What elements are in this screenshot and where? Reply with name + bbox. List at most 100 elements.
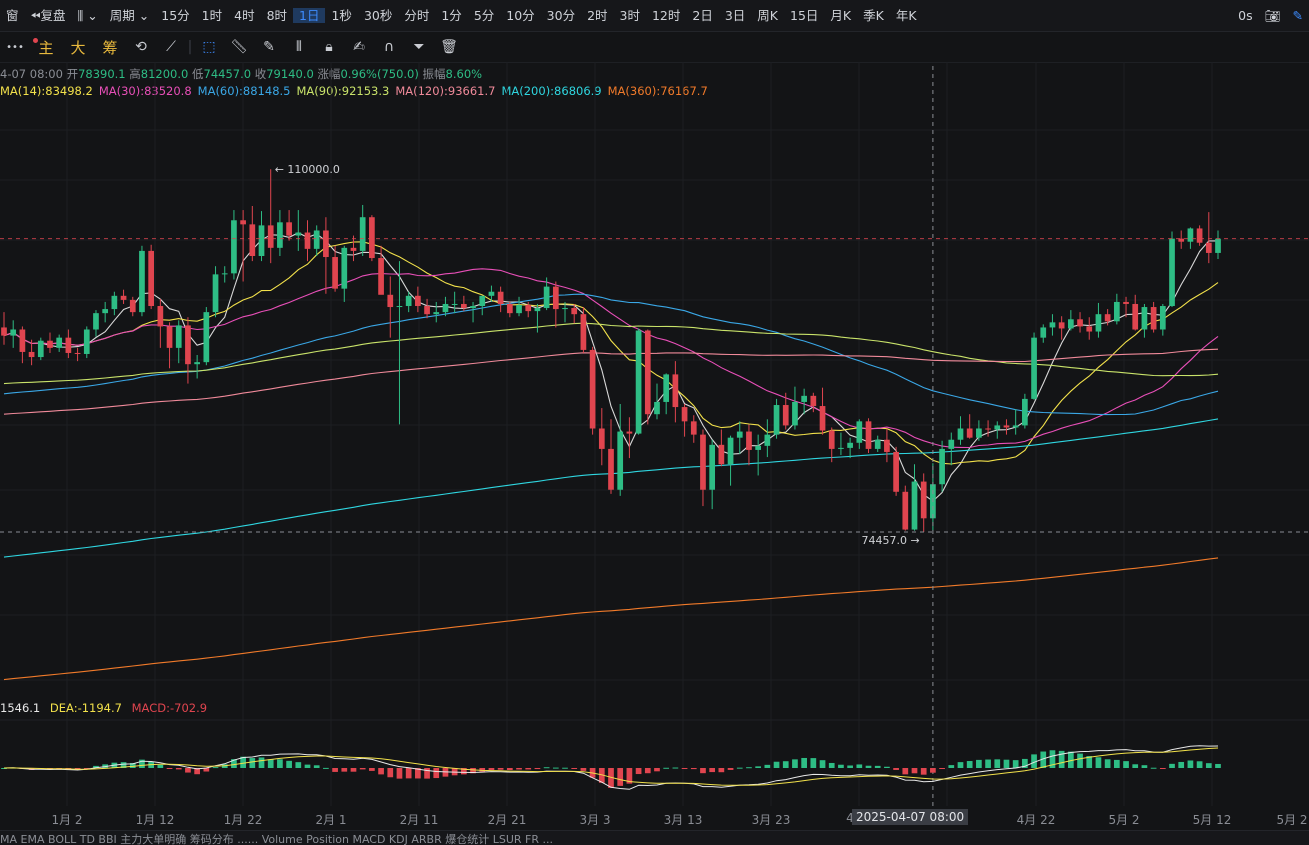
- period-15[interactable]: 2日: [692, 8, 713, 23]
- indicator-list[interactable]: MA EMA BOLL TD BBI 主力大单明确 筹码分布 ...... Vo…: [0, 833, 553, 845]
- ma-legend: MA(14):83498.2 MA(30):83520.8 MA(60):88148…: [0, 84, 1309, 100]
- macd-bar: [83, 768, 90, 769]
- ruler-off-icon[interactable]: ⟋: [166, 39, 176, 55]
- period-21[interactable]: 年K: [895, 8, 917, 23]
- period-7[interactable]: 分时: [404, 8, 430, 23]
- period-12[interactable]: 2时: [587, 8, 608, 23]
- macd-bar: [893, 768, 899, 770]
- period-3[interactable]: 8时: [266, 8, 288, 23]
- macd-bar: [286, 760, 292, 768]
- period-9[interactable]: 5分: [473, 8, 495, 23]
- macd-bar: [506, 768, 513, 771]
- candle-body: [359, 217, 366, 251]
- macd-bar: [516, 768, 522, 770]
- replay-button[interactable]: ⏪︎复盘: [25, 0, 72, 31]
- macd-bar: [654, 768, 660, 772]
- candle-body: [83, 329, 90, 354]
- sync-icon[interactable]: ⟲: [135, 39, 147, 55]
- candle-body: [966, 428, 973, 438]
- mode-large-button[interactable]: 大: [70, 38, 86, 57]
- chart-type-button[interactable]: ⫼ ⌄: [72, 0, 104, 31]
- macd-bar: [580, 768, 587, 771]
- macd-bar: [838, 764, 844, 768]
- period-2[interactable]: 4时: [234, 8, 255, 23]
- period-11[interactable]: 30分: [546, 8, 576, 23]
- macd-bar: [203, 768, 210, 772]
- macd-bar: [1022, 758, 1028, 768]
- mode-chips-button[interactable]: 筹: [102, 38, 118, 57]
- candle-body: [1141, 307, 1148, 330]
- candle-body: [571, 308, 578, 315]
- indicator-icon[interactable]: ⫴: [296, 39, 302, 55]
- macd-bar: [1123, 761, 1129, 768]
- period-8[interactable]: 1分: [441, 8, 462, 23]
- macd-dea: DEA:-1194.7: [49, 701, 122, 715]
- candle-body: [295, 232, 302, 236]
- period-20[interactable]: 季K: [863, 8, 884, 23]
- pen-icon[interactable]: ✎: [263, 39, 275, 55]
- macd-bar: [497, 768, 504, 770]
- macd-bar: [976, 759, 982, 768]
- macd-bar: [635, 768, 642, 775]
- candle-body: [654, 401, 660, 415]
- mode-main-button[interactable]: 主: [38, 38, 54, 57]
- candle-body: [415, 295, 421, 307]
- magnet-icon[interactable]: ∩: [383, 39, 395, 55]
- cursor-icon[interactable]: ⬚: [202, 39, 216, 55]
- trash-icon[interactable]: 🗑︎: [440, 39, 458, 55]
- candle-body: [948, 439, 955, 449]
- ma-legend-item-2: MA(60):88148.5: [197, 84, 291, 98]
- candle-body: [801, 395, 807, 402]
- note-icon[interactable]: ✍: [353, 39, 365, 55]
- candle-body: [120, 295, 127, 300]
- macd-bar: [672, 767, 679, 769]
- candle-body: [985, 428, 991, 430]
- macd-bar: [1049, 750, 1056, 768]
- period-menu[interactable]: 周期 ⌄: [104, 0, 155, 31]
- period-5[interactable]: 1秒: [331, 8, 352, 23]
- candle-body: [139, 250, 145, 313]
- camera-icon[interactable]: 📷︎: [1264, 8, 1281, 23]
- macd-bar: [920, 768, 927, 775]
- period-17[interactable]: 周K: [757, 8, 778, 23]
- ruler-icon[interactable]: 📏︎: [230, 39, 248, 55]
- candle-body: [893, 451, 899, 492]
- candle-body: [93, 313, 99, 330]
- period-13[interactable]: 3时: [619, 8, 640, 23]
- candle-body: [902, 491, 909, 530]
- period-10[interactable]: 10分: [506, 8, 535, 23]
- drawing-shortcut-icon[interactable]: ✎: [1292, 8, 1303, 23]
- candle-body: [1159, 306, 1166, 330]
- period-4[interactable]: 1日: [293, 8, 326, 23]
- candle-body: [231, 220, 237, 274]
- period-18[interactable]: 15日: [790, 8, 819, 23]
- candle-body: [709, 444, 716, 490]
- candle-body: [884, 439, 890, 452]
- candle-body: [580, 314, 587, 350]
- period-6[interactable]: 30秒: [363, 8, 393, 23]
- topbar-right: 0s 📷︎ ✎: [1232, 0, 1309, 31]
- macd-bar: [1067, 751, 1074, 768]
- macd-bar: [1086, 756, 1093, 768]
- macd-bar: [847, 765, 853, 768]
- filter-icon[interactable]: ⏷: [413, 39, 425, 55]
- ma-legend-item-3: MA(90):92153.3: [296, 84, 390, 98]
- candle-body: [479, 295, 486, 307]
- candle-body: [470, 306, 476, 309]
- x-axis: 1月 2 1月 12 1月 22 2月 1 2月 11 2月 21 3月 3 3月 13 3月 …: [0, 808, 1309, 828]
- period-19[interactable]: 月K: [830, 8, 852, 23]
- macd-bar: [681, 768, 688, 769]
- candle-body: [350, 247, 357, 251]
- candle-body: [313, 230, 320, 249]
- more-button[interactable]: •••: [6, 41, 24, 53]
- lock-icon[interactable]: 🔒︎: [325, 39, 333, 55]
- period-16[interactable]: 3日: [724, 8, 746, 23]
- period-0[interactable]: 15分: [161, 8, 190, 23]
- candle-body: [74, 352, 81, 354]
- period-14[interactable]: 12时: [651, 8, 681, 23]
- period-1[interactable]: 1时: [201, 8, 223, 23]
- window-button[interactable]: 窗: [6, 8, 19, 23]
- candle-body: [1049, 322, 1056, 328]
- macd-bar: [433, 768, 440, 779]
